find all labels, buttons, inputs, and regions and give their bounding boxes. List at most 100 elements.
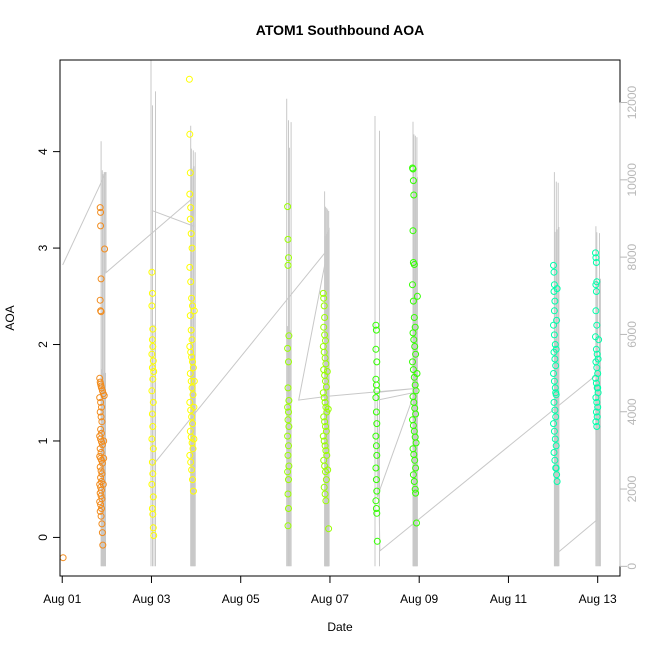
data-point bbox=[412, 489, 420, 497]
data-point bbox=[149, 510, 157, 518]
data-point bbox=[186, 190, 194, 198]
data-point bbox=[320, 394, 328, 402]
x-tick-label: Aug 03 bbox=[132, 592, 170, 606]
data-point bbox=[321, 442, 329, 450]
data-point bbox=[409, 471, 417, 479]
data-point bbox=[100, 454, 108, 462]
data-point bbox=[188, 244, 196, 252]
data-point bbox=[189, 391, 197, 399]
data-point bbox=[97, 222, 105, 230]
data-point bbox=[284, 416, 292, 424]
data-point bbox=[410, 191, 418, 199]
data-point bbox=[409, 227, 417, 235]
data-point bbox=[149, 470, 157, 478]
data-point bbox=[149, 375, 157, 383]
data-point bbox=[372, 442, 380, 450]
data-point bbox=[551, 456, 559, 464]
data-point bbox=[188, 336, 196, 344]
data-point bbox=[552, 413, 560, 421]
data-point bbox=[148, 302, 156, 310]
data-point bbox=[592, 249, 599, 257]
y-tick-label: 3 bbox=[36, 244, 50, 251]
data-point bbox=[186, 312, 194, 320]
data-point bbox=[409, 165, 417, 173]
data-point bbox=[372, 432, 380, 440]
data-point bbox=[96, 507, 104, 515]
data-point bbox=[190, 403, 198, 411]
data-point bbox=[284, 261, 292, 269]
data-point bbox=[551, 355, 559, 363]
data-point bbox=[97, 308, 105, 316]
data-point bbox=[409, 366, 417, 374]
data-point bbox=[319, 389, 327, 397]
data-point bbox=[149, 343, 157, 350]
data-point bbox=[150, 532, 158, 539]
data-point bbox=[412, 387, 420, 395]
data-point bbox=[187, 377, 195, 385]
data-point bbox=[592, 394, 600, 402]
data-point bbox=[413, 292, 421, 300]
x-tick-label: Aug 07 bbox=[311, 592, 349, 606]
data-point bbox=[324, 405, 332, 413]
data-point bbox=[410, 336, 418, 344]
data-point bbox=[412, 464, 420, 472]
data-point bbox=[97, 413, 105, 421]
data-point bbox=[97, 425, 105, 433]
data-point bbox=[190, 307, 198, 315]
data-point bbox=[186, 398, 194, 406]
data-point bbox=[285, 505, 292, 512]
data-point bbox=[592, 281, 600, 289]
data-point bbox=[97, 275, 105, 283]
data-point bbox=[284, 235, 292, 243]
data-point bbox=[373, 451, 381, 459]
data-point bbox=[320, 437, 328, 445]
data-point bbox=[149, 445, 157, 453]
data-point bbox=[188, 294, 196, 302]
data-point bbox=[593, 398, 601, 406]
data-point bbox=[372, 394, 380, 402]
data-point bbox=[592, 408, 600, 416]
data-point bbox=[100, 437, 108, 445]
data-point bbox=[410, 314, 418, 321]
data-point bbox=[594, 384, 602, 392]
y-tick-label: 4 bbox=[36, 148, 50, 155]
gray-trend-line bbox=[62, 171, 600, 556]
data-point bbox=[372, 345, 380, 353]
data-point bbox=[97, 474, 105, 482]
x-axis-label: Date bbox=[327, 620, 353, 634]
data-point bbox=[321, 490, 329, 498]
y2-tick-label: 6000 bbox=[625, 321, 639, 348]
data-point bbox=[189, 445, 197, 453]
data-point bbox=[148, 268, 156, 276]
data-point bbox=[413, 370, 421, 377]
data-point bbox=[550, 307, 558, 315]
data-point bbox=[373, 537, 381, 545]
data-point bbox=[593, 278, 601, 286]
data-point bbox=[409, 281, 416, 289]
data-point bbox=[186, 370, 194, 377]
data-point bbox=[321, 418, 329, 426]
data-point bbox=[593, 423, 601, 430]
data-point bbox=[148, 435, 156, 443]
data-point bbox=[96, 463, 104, 471]
data-point bbox=[322, 337, 329, 345]
data-point bbox=[188, 353, 196, 361]
data-point bbox=[284, 432, 292, 440]
data-point bbox=[185, 75, 193, 83]
data-point bbox=[409, 177, 417, 185]
data-point bbox=[187, 204, 195, 212]
data-point bbox=[322, 497, 330, 505]
x-tick-label: Aug 05 bbox=[222, 592, 260, 606]
data-point bbox=[551, 406, 559, 414]
data-point bbox=[412, 350, 420, 358]
data-point bbox=[413, 519, 420, 527]
data-point bbox=[96, 394, 104, 402]
data-point bbox=[372, 408, 380, 416]
data-point bbox=[593, 321, 601, 329]
data-point bbox=[149, 423, 157, 430]
data-point bbox=[188, 466, 196, 474]
data-point bbox=[372, 497, 380, 505]
data-point bbox=[321, 398, 329, 406]
data-point bbox=[98, 387, 106, 395]
data-point bbox=[409, 358, 416, 366]
